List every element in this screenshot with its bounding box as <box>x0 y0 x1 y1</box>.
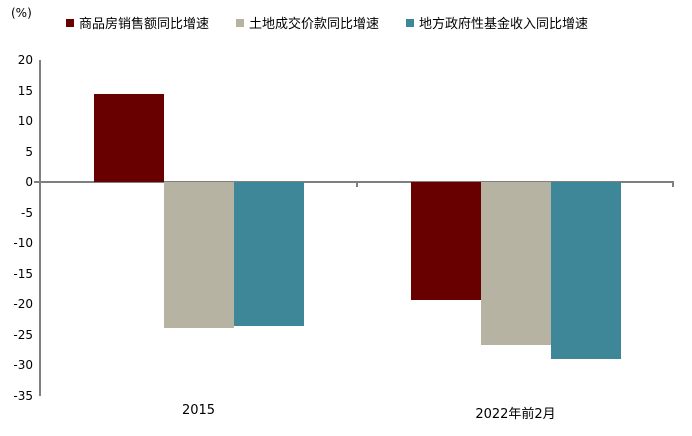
y-tick-label: -30 <box>13 358 33 373</box>
y-tick-label: 15 <box>17 83 33 98</box>
y-axis-unit-label: (%) <box>11 6 32 20</box>
y-tick-label: 0 <box>25 175 33 190</box>
bar-series-1-group-1 <box>480 182 551 346</box>
x-axis-boundary-tick <box>356 183 358 188</box>
legend-label: 地方政府性基金收入同比增速 <box>419 17 589 32</box>
legend-item: 地方政府性基金收入同比增速 <box>406 13 588 32</box>
legend-item: 土地成交价款同比增速 <box>236 13 379 32</box>
y-tick-label: 20 <box>17 53 33 67</box>
bar-series-2-group-0 <box>233 182 304 327</box>
y-tick-label: -35 <box>13 389 33 403</box>
legend-label: 土地成交价款同比增速 <box>249 17 380 32</box>
bar-series-2-group-1 <box>550 182 621 359</box>
y-tick-label: -15 <box>13 266 33 281</box>
legend: 商品房销售额同比增速 土地成交价款同比增速 地方政府性基金收入同比增速 <box>66 13 588 32</box>
x-category-label: 2022年前2月 <box>475 407 556 422</box>
bar-series-0-group-0 <box>93 94 164 183</box>
y-tick-label: -25 <box>13 327 33 342</box>
zero-line <box>34 181 674 184</box>
y-tick-label: 10 <box>17 114 33 129</box>
y-tick-label: -5 <box>21 205 33 220</box>
y-axis-ticks: 20 15 10 5 0 -5 -10 -15 -20 -25 -30 -35 <box>0 0 34 436</box>
y-axis-line <box>39 60 41 396</box>
legend-label: 商品房销售额同比增速 <box>79 17 210 32</box>
x-category-label: 2015 <box>181 403 216 418</box>
legend-item: 商品房销售额同比增速 <box>66 13 209 32</box>
legend-swatch-icon <box>66 18 74 27</box>
bar-series-1-group-0 <box>163 182 234 329</box>
legend-swatch-icon <box>406 18 415 27</box>
legend-swatch-icon <box>236 18 245 27</box>
x-axis-end-tick <box>672 183 674 188</box>
y-tick-label: -10 <box>13 236 33 251</box>
y-tick-label: 5 <box>25 144 33 159</box>
y-tick-label: -20 <box>13 297 33 312</box>
bar-series-0-group-1 <box>410 182 481 301</box>
